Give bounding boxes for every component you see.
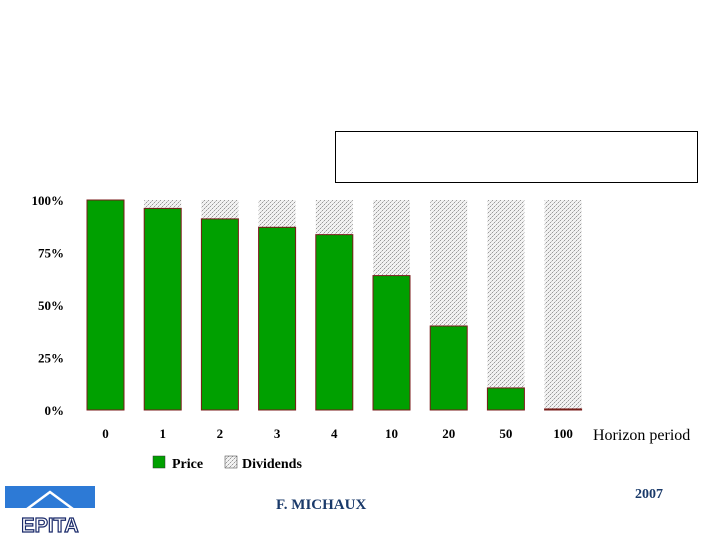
x-tick-label: 4 bbox=[331, 426, 338, 441]
x-tick-label: 20 bbox=[442, 426, 455, 441]
bar-price bbox=[429, 325, 468, 411]
y-tick-label: 75% bbox=[38, 246, 64, 261]
bar-dividends bbox=[315, 200, 353, 235]
footer-author: F. MICHAUX bbox=[276, 497, 367, 513]
x-tick-label: 100 bbox=[553, 426, 573, 441]
legend-label-price: Price bbox=[172, 457, 203, 472]
bar-price bbox=[544, 408, 583, 411]
y-tick-label: 25% bbox=[38, 351, 64, 366]
bar-price bbox=[315, 234, 354, 411]
x-axis-label: Horizon period bbox=[593, 427, 690, 444]
bar-price bbox=[258, 226, 297, 411]
bar-price bbox=[486, 387, 525, 411]
chart-title-box bbox=[335, 131, 698, 183]
x-tick-label: 3 bbox=[274, 426, 281, 441]
footer-year: 2007 bbox=[635, 487, 663, 502]
bar-price bbox=[200, 218, 239, 411]
legend-swatch-price bbox=[152, 455, 166, 469]
legend-label-dividends: Dividends bbox=[242, 457, 302, 472]
stacked-bar-chart: 100% 75% 50% 25% 0% 0 1 2 3 4 10 20 50 100 Horizon p… bbox=[32, 193, 691, 472]
logo-text: EPITA bbox=[21, 515, 78, 536]
bar-dividends bbox=[201, 200, 239, 219]
bar-dividends bbox=[544, 200, 582, 409]
bar-dividends bbox=[258, 200, 296, 228]
y-tick-label: 50% bbox=[38, 298, 64, 313]
x-tick-label: 50 bbox=[499, 426, 512, 441]
epita-logo: EPITA bbox=[5, 486, 95, 536]
bar-price bbox=[372, 275, 411, 411]
bar-dividends bbox=[373, 200, 410, 276]
bar-price bbox=[86, 199, 125, 411]
y-tick-label: 0% bbox=[45, 403, 65, 418]
x-tick-label: 1 bbox=[159, 426, 166, 441]
x-tick-label: 0 bbox=[102, 426, 109, 441]
bar-dividends bbox=[144, 200, 182, 209]
bar-dividends bbox=[430, 200, 468, 326]
legend: Price Dividends bbox=[152, 455, 302, 472]
x-tick-label: 2 bbox=[217, 426, 224, 441]
legend-swatch-dividends bbox=[224, 455, 238, 469]
bar-dividends bbox=[487, 200, 525, 388]
x-tick-label: 10 bbox=[385, 426, 398, 441]
y-tick-label: 100% bbox=[32, 193, 65, 208]
bar-price bbox=[143, 207, 182, 411]
